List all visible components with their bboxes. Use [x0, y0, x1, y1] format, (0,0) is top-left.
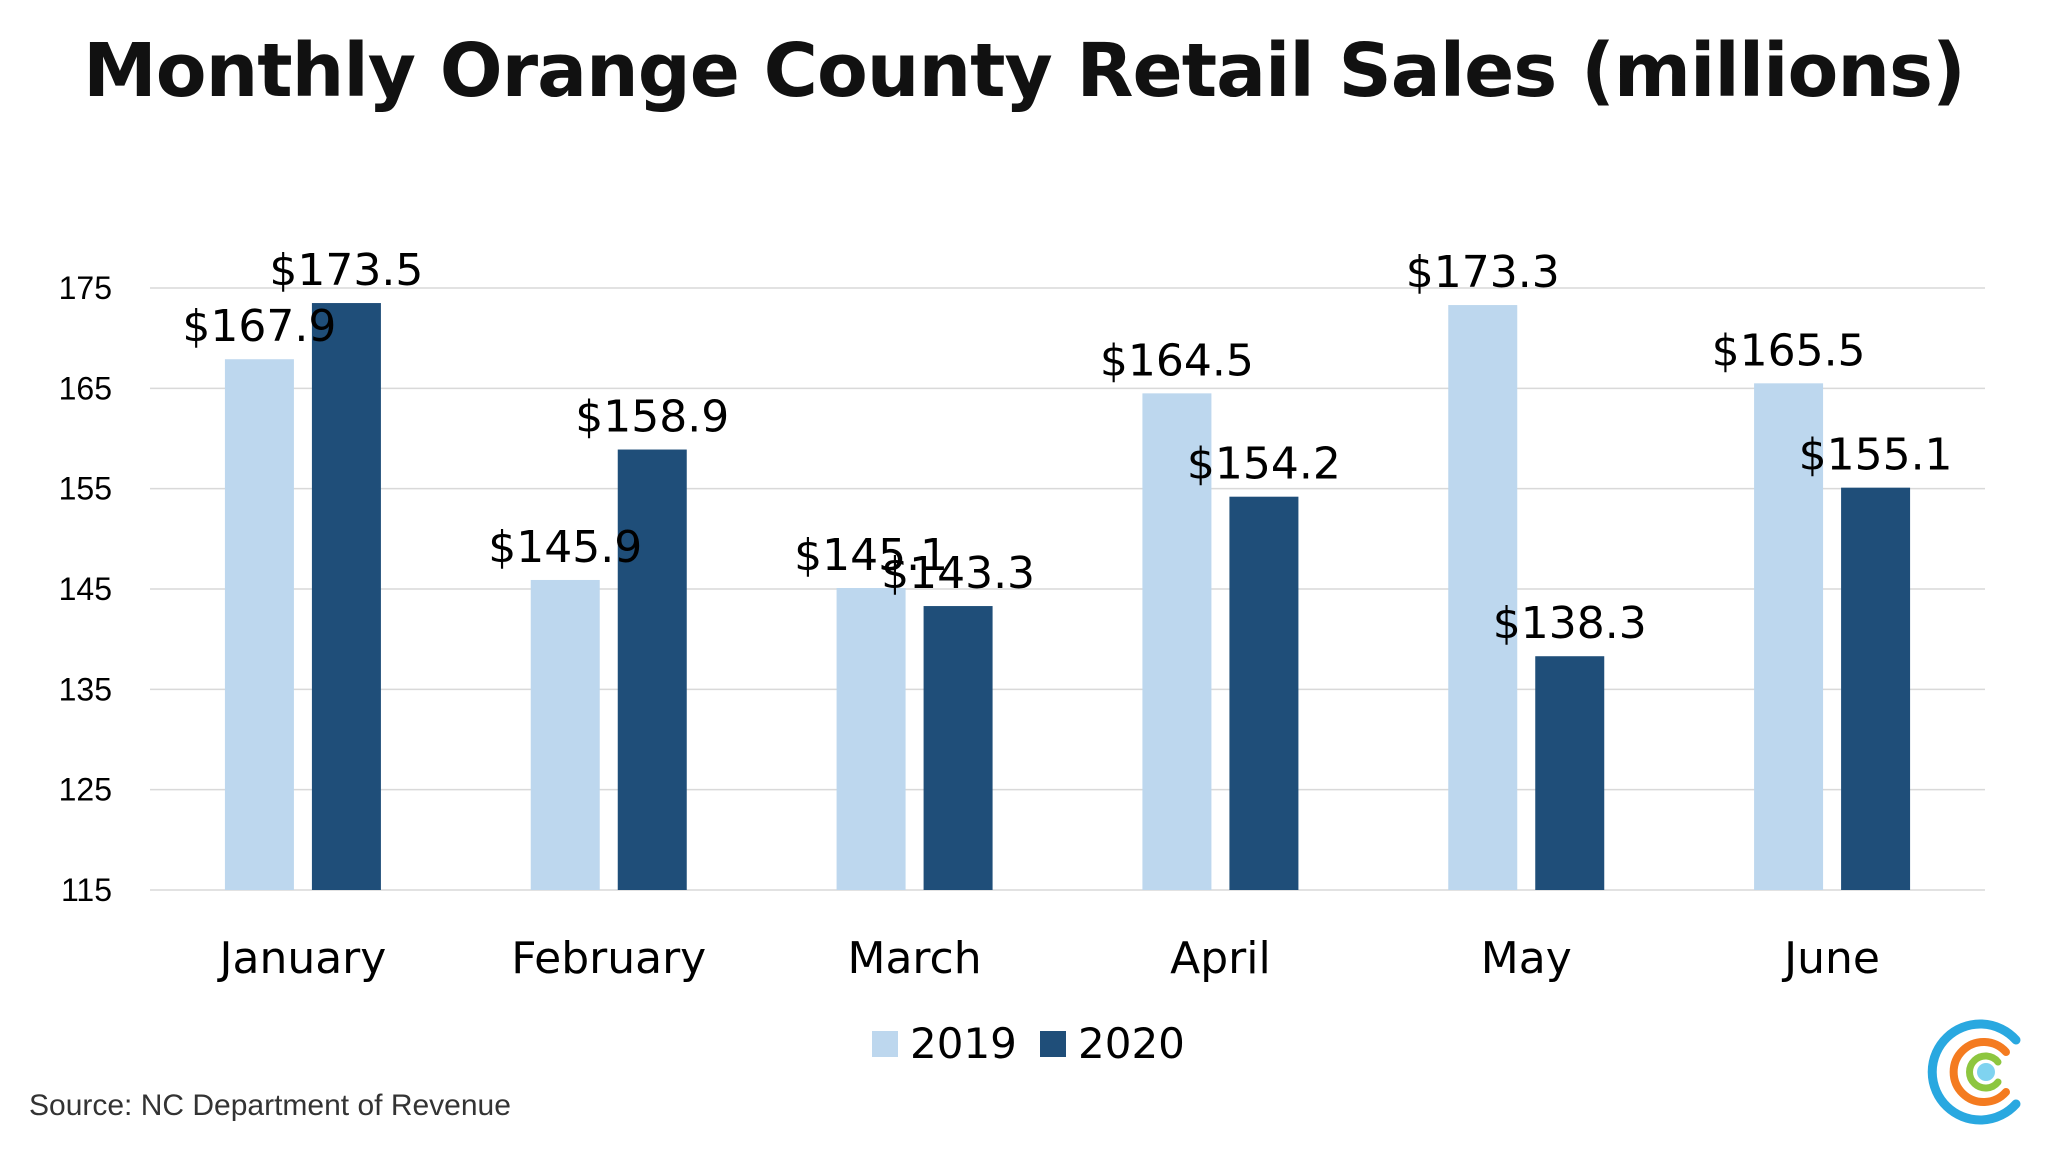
bar-2019-april: [1142, 393, 1212, 890]
source-note: Source: NC Department of Revenue: [29, 1089, 511, 1122]
y-tick-label: 175: [59, 270, 112, 306]
bar-2020-may: [1535, 656, 1605, 890]
y-axis-ticks: 115 125 135 145 155 165 175: [59, 270, 112, 908]
data-label-2019-february: $145.9: [488, 522, 642, 573]
data-label-2020-january: $173.5: [269, 245, 423, 296]
bar-2020-april: [1229, 496, 1299, 890]
x-tick-label: March: [848, 933, 982, 984]
logo-ring-outer: [1927, 1019, 2021, 1125]
logo-ring-middle: [1949, 1038, 2010, 1106]
x-tick-label: May: [1481, 933, 1572, 984]
bar-2019-may: [1448, 305, 1518, 891]
bar-2019-january: [224, 359, 294, 890]
x-tick-label: January: [217, 933, 387, 984]
legend-label-2019: 2019: [910, 1019, 1017, 1068]
data-label-2020-may: $138.3: [1493, 598, 1647, 649]
data-label-2019-june: $165.5: [1712, 325, 1866, 376]
legend-swatch-2020: [1040, 1031, 1066, 1057]
chart-title: Monthly Orange County Retail Sales (mill…: [83, 28, 1966, 114]
data-label-2019-january: $167.9: [182, 301, 336, 352]
y-tick-label: 115: [61, 872, 112, 908]
bar-2020-march: [923, 606, 993, 890]
bar-2019-june: [1754, 383, 1824, 890]
logo-dot: [1977, 1063, 1995, 1081]
y-tick-label: 145: [59, 571, 112, 607]
data-label-2019-may: $173.3: [1406, 247, 1560, 298]
data-label-2019-march: $145.1: [794, 530, 948, 581]
bar-2020-february: [617, 449, 687, 890]
data-label-2020-february: $158.9: [575, 392, 729, 443]
x-tick-label: April: [1170, 933, 1271, 984]
x-tick-label: February: [511, 933, 706, 984]
gridlines: [150, 287, 1985, 891]
data-label-2019-april: $164.5: [1100, 335, 1254, 386]
bar-2019-march: [836, 587, 906, 890]
bar-2020-january: [311, 303, 381, 890]
data-label-2020-april: $154.2: [1187, 439, 1341, 490]
logo-ring-inner: [1966, 1052, 2002, 1092]
circular-c-logo: [1927, 1019, 2021, 1125]
y-tick-label: 135: [59, 671, 112, 707]
y-tick-label: 155: [59, 471, 112, 507]
bars: [224, 303, 1911, 891]
legend: 2019 2020: [872, 1019, 1185, 1068]
legend-swatch-2019: [872, 1031, 898, 1057]
x-axis-ticks: January February March April May June: [217, 933, 1880, 984]
bar-2019-february: [530, 579, 600, 890]
y-tick-label: 125: [59, 772, 112, 808]
x-tick-label: June: [1781, 933, 1880, 984]
data-label-2020-march: $143.3: [881, 548, 1035, 599]
legend-label-2020: 2020: [1078, 1019, 1185, 1068]
data-labels: $167.9$173.5 $145.9 $158.9 $145.1$143.3 $164…: [182, 245, 1952, 649]
bar-2020-june: [1841, 487, 1911, 890]
data-label-2020-june: $155.1: [1799, 430, 1953, 481]
y-tick-label: 165: [59, 370, 112, 406]
